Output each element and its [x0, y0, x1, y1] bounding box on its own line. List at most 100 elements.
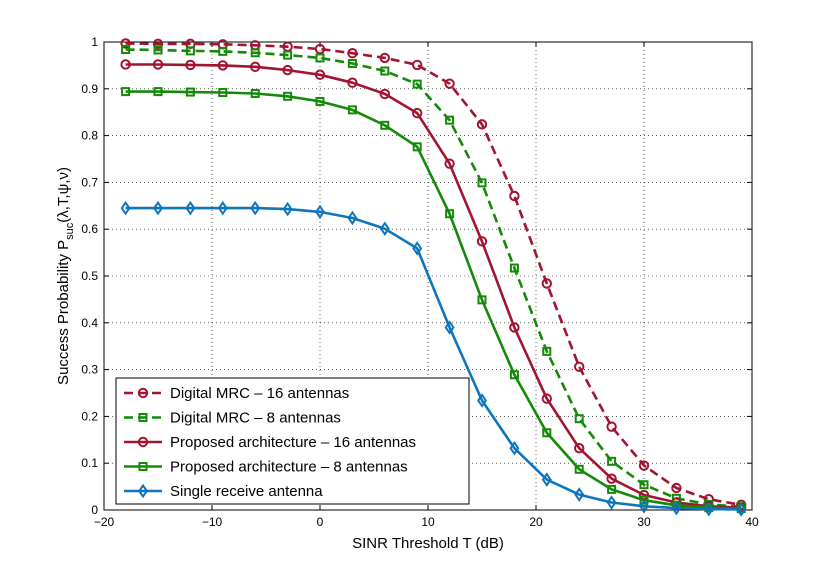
data-point	[120, 200, 131, 216]
data-point	[282, 64, 293, 76]
data-point	[153, 87, 163, 97]
data-point	[314, 43, 326, 55]
y-axis-label: Success Probability Psuc(λ,T,ψ,ν)	[55, 167, 76, 385]
legend-marker	[137, 483, 149, 499]
data-point	[476, 119, 488, 130]
data-point	[314, 204, 326, 220]
data-point	[412, 107, 423, 119]
data-point	[347, 59, 357, 69]
series-1	[120, 38, 747, 511]
data-point	[250, 48, 260, 58]
series-line	[125, 63, 742, 509]
y-tick-label: 0.8	[81, 129, 98, 143]
data-point	[218, 46, 228, 56]
data-point	[314, 69, 326, 80]
data-point	[283, 91, 293, 101]
y-axis-label-args: (λ,T,ψ,ν)	[55, 167, 72, 223]
data-point	[541, 278, 552, 289]
legend-marker	[137, 436, 149, 448]
data-point	[509, 440, 520, 456]
data-point	[574, 361, 585, 372]
y-tick-label: 0.5	[81, 269, 98, 283]
data-point	[379, 52, 390, 64]
data-point	[379, 88, 390, 100]
data-point	[444, 320, 455, 335]
y-tick-label: 0.7	[81, 175, 98, 189]
legend-marker	[137, 387, 149, 399]
y-tick-label: 0.1	[81, 456, 98, 470]
data-point	[120, 38, 131, 49]
x-tick-label: −10	[202, 515, 223, 529]
data-point	[477, 178, 487, 188]
y-tick-label: 0.3	[81, 363, 98, 377]
legend-label: Proposed architecture – 16 antennas	[170, 434, 416, 451]
data-point	[445, 115, 455, 125]
legend-label: Digital MRC – 8 antennas	[170, 410, 341, 427]
legend-entry-4: Proposed architecture – 8 antennas	[124, 459, 408, 476]
legend-label: Single receive antenna	[170, 483, 323, 500]
data-point	[509, 190, 520, 202]
data-point	[217, 60, 229, 71]
data-point	[639, 495, 649, 505]
data-point	[412, 59, 423, 71]
y-axis-label-main: Success Probability P	[55, 240, 72, 385]
series-line	[125, 206, 742, 511]
data-point	[185, 46, 195, 56]
data-point	[185, 200, 196, 216]
data-point	[315, 96, 325, 106]
data-point	[736, 502, 747, 517]
data-point	[283, 50, 293, 60]
data-point	[509, 370, 519, 380]
x-tick-label: 20	[529, 515, 543, 529]
data-series	[120, 38, 747, 517]
data-point	[574, 464, 584, 474]
data-point	[380, 66, 390, 76]
y-tick-label: 0.2	[81, 409, 98, 423]
y-axis-label-subscript: suc	[64, 222, 76, 240]
legend-entry-2: Digital MRC – 8 antennas	[124, 410, 341, 427]
y-tick-label: 0.4	[81, 316, 98, 330]
data-point	[638, 498, 650, 514]
series-4	[121, 87, 746, 514]
legend-marker	[138, 413, 148, 422]
axis-ticks: −20 −10 0 10 20 30 40 0 0.1 0.2 0.3 0.4 0.5 0.6 0.7 0.8…	[81, 35, 759, 529]
legend-entry-3: Proposed architecture – 16 antennas	[124, 434, 416, 451]
x-axis-label: SINR Threshold T (dB)	[352, 535, 504, 552]
data-point	[152, 59, 164, 70]
x-tick-label: −20	[94, 515, 115, 529]
data-point	[380, 120, 390, 130]
data-point	[120, 59, 131, 70]
data-point	[250, 88, 260, 98]
legend-box	[115, 377, 470, 505]
x-tick-label: 40	[745, 515, 759, 529]
data-point	[542, 346, 552, 356]
legend-marker	[138, 462, 148, 471]
series-line	[125, 90, 742, 510]
data-point	[347, 105, 357, 115]
data-point	[347, 77, 358, 88]
series-line	[125, 48, 742, 508]
data-point	[509, 263, 519, 273]
data-point	[121, 44, 131, 54]
data-point	[541, 393, 552, 404]
data-point	[379, 221, 390, 236]
data-point	[607, 456, 617, 466]
data-point	[250, 61, 261, 73]
data-point	[606, 421, 617, 432]
data-point	[153, 45, 163, 55]
data-point	[347, 48, 358, 59]
series-line	[125, 42, 742, 507]
data-point	[282, 201, 293, 217]
y-tick-label: 0	[91, 503, 98, 517]
data-point	[509, 322, 520, 333]
data-point	[218, 88, 228, 98]
legend: Digital MRC – 16 antennas Digital MRC – 8…	[115, 377, 470, 505]
data-point	[606, 473, 617, 484]
data-point	[412, 79, 422, 89]
y-tick-label: 0.6	[81, 222, 98, 236]
data-point	[347, 210, 358, 226]
data-point	[185, 87, 195, 97]
data-point	[574, 443, 585, 454]
data-point	[574, 414, 584, 424]
